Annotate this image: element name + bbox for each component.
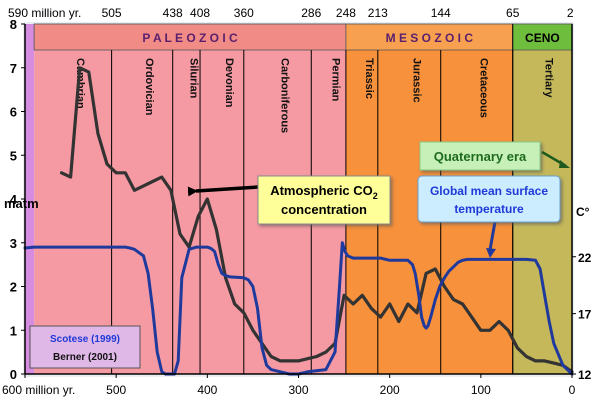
era-band-mesozoic bbox=[345, 23, 514, 51]
y-right-tick-label: 17 bbox=[578, 308, 592, 322]
y-left-tick-label: 7 bbox=[10, 61, 17, 76]
right-unit-label: C° bbox=[576, 205, 590, 219]
temp-pointer-head bbox=[486, 248, 496, 258]
x-top-tick-label: 213 bbox=[368, 6, 388, 20]
source-box bbox=[29, 325, 141, 369]
source-berner: Berner (2001) bbox=[53, 352, 117, 363]
y-left-tick-label: 2 bbox=[10, 280, 17, 295]
x-top-tick-label: 505 bbox=[102, 6, 122, 20]
period-label: Ordovician bbox=[143, 58, 155, 116]
temp-label-box bbox=[417, 175, 561, 223]
period-label: Silurian bbox=[187, 58, 199, 99]
source-scotese: Scotese (1999) bbox=[50, 334, 120, 345]
co2-label-main: Atmospheric CO bbox=[270, 183, 373, 198]
co2-label-line1: Atmospheric CO2 bbox=[270, 183, 378, 201]
era-label-mesozoic: M E S O Z O I C bbox=[386, 31, 474, 45]
period-label: Tertiary bbox=[542, 58, 554, 98]
y-right-tick-label: 12 bbox=[578, 368, 592, 382]
x-bottom-tick-label: 600 million yr. bbox=[2, 383, 75, 397]
era-bands: P A L E O Z O I C M E S O Z O I C CENO bbox=[33, 23, 573, 51]
period-label: Devonian bbox=[223, 58, 235, 108]
source-legend: Scotese (1999) Berner (2001) bbox=[29, 325, 141, 369]
co2-label-sub: 2 bbox=[373, 191, 378, 201]
x-top-tick-label: 360 bbox=[234, 6, 254, 20]
y-left-tick-label: 4 bbox=[10, 192, 18, 207]
quaternary-label: Quaternary era bbox=[434, 149, 527, 164]
y-right-tick-label: 22 bbox=[578, 251, 592, 265]
x-top-tick-label: 248 bbox=[336, 6, 356, 20]
x-bottom-tick-label: 300 bbox=[288, 383, 308, 397]
temp-label-line2: temperature bbox=[454, 202, 524, 216]
co2-series-line bbox=[59, 66, 574, 374]
y-left-tick-label: 8 bbox=[10, 17, 17, 32]
x-top-tick-label: 65 bbox=[506, 6, 520, 20]
co2-arrow bbox=[187, 185, 259, 197]
quaternary-label-box bbox=[419, 141, 541, 171]
y-left-tick-label: 0 bbox=[10, 367, 17, 382]
y-left-tick-label: 5 bbox=[10, 148, 17, 163]
era-label-paleozoic: P A L E O Z O I C bbox=[142, 31, 238, 45]
period-label: Cretaceous bbox=[478, 58, 490, 118]
co2-annotation: Atmospheric CO2 concentration bbox=[187, 175, 391, 225]
x-bottom-tick-label: 0 bbox=[569, 383, 576, 397]
quaternary-pointer-head bbox=[559, 160, 570, 168]
y-left-tick-label: 3 bbox=[10, 236, 17, 251]
y-left-tick-label: 6 bbox=[10, 105, 17, 120]
temp-label-line1: Global mean surface bbox=[430, 184, 548, 198]
co2-label-line2: concentration bbox=[281, 202, 367, 217]
x-bottom-tick-label: 100 bbox=[471, 383, 491, 397]
left-unit-label: matm bbox=[4, 196, 39, 211]
pre-cambrian-strip bbox=[25, 24, 35, 374]
quaternary-annotation: Quaternary era bbox=[419, 141, 570, 171]
era-band-paleozoic bbox=[33, 23, 347, 51]
temperature-annotation: Global mean surface temperature bbox=[417, 175, 561, 258]
x-top-tick-label: 438 bbox=[163, 6, 183, 20]
x-top-tick-label: 408 bbox=[190, 6, 210, 20]
x-top-tick-label: 590 million yr. bbox=[8, 6, 81, 20]
y-left-tick-label: 1 bbox=[10, 323, 17, 338]
period-label: Permian bbox=[330, 58, 342, 102]
period-label: Jurassic bbox=[410, 58, 422, 103]
x-top-tick-label: 144 bbox=[431, 6, 451, 20]
x-top-tick-label: 2 bbox=[567, 6, 574, 20]
x-bottom-tick-label: 400 bbox=[197, 383, 217, 397]
period-label: Carboniferous bbox=[279, 58, 291, 133]
era-label-cenozoic: CENO bbox=[525, 31, 560, 45]
x-top-tick-label: 286 bbox=[301, 6, 321, 20]
x-bottom-tick-label: 200 bbox=[380, 383, 400, 397]
co2-label-box bbox=[257, 175, 391, 225]
x-bottom-tick-label: 500 bbox=[106, 383, 126, 397]
period-label: Triassic bbox=[363, 58, 375, 99]
